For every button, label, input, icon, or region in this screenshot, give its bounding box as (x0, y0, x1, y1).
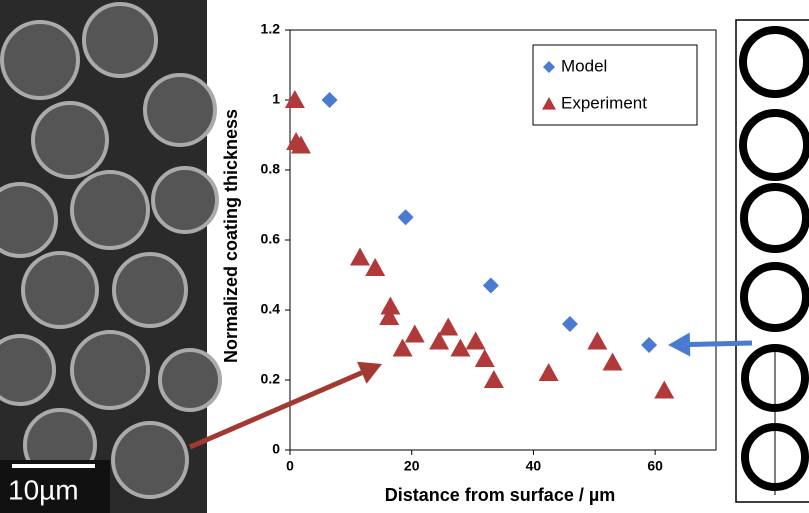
y-tick-label: 0.2 (261, 371, 281, 387)
legend-label: Model (561, 56, 607, 75)
legend-label: Experiment (561, 93, 647, 112)
cross-section-image (735, 19, 809, 503)
point (349, 247, 370, 266)
y-tick-label: 1.2 (261, 21, 281, 37)
arrow-head (357, 361, 382, 384)
arrow-head (668, 332, 691, 357)
point (290, 135, 311, 154)
point (482, 277, 499, 294)
legend-box (532, 44, 698, 126)
point (641, 337, 658, 353)
x-axis-label: Distance from surface / µm (385, 485, 615, 505)
point (465, 331, 486, 350)
y-tick-label: 0 (272, 441, 280, 457)
x-tick-label: 0 (286, 458, 294, 474)
legend-marker (543, 61, 555, 73)
legend-marker (542, 97, 556, 110)
y-axis-label: Normalized coating thickness (221, 109, 241, 363)
point (397, 209, 414, 226)
point (450, 338, 471, 357)
point (404, 324, 425, 343)
point (654, 380, 675, 399)
arrow (689, 340, 753, 347)
point (392, 338, 413, 357)
x-tick-label: 60 (647, 458, 663, 474)
point (284, 90, 305, 108)
point (602, 352, 623, 371)
sem-image: 10µm (0, 0, 222, 513)
y-tick-label: 0.8 (261, 161, 281, 177)
point (438, 317, 459, 336)
point (474, 349, 495, 367)
y-tick-label: 1 (272, 91, 280, 107)
point (587, 331, 608, 350)
point (538, 363, 559, 381)
point (379, 307, 400, 325)
point (321, 92, 338, 108)
arrow (189, 370, 363, 450)
point (483, 370, 504, 388)
point (429, 331, 450, 350)
point (561, 316, 578, 332)
point (365, 258, 386, 276)
x-tick-label: 40 (526, 458, 542, 474)
y-tick-label: 0.4 (261, 301, 281, 317)
x-tick-label: 20 (404, 458, 420, 474)
y-tick-label: 0.6 (261, 231, 281, 247)
point (380, 296, 401, 315)
scale-bar-label: 10µm (8, 474, 79, 505)
